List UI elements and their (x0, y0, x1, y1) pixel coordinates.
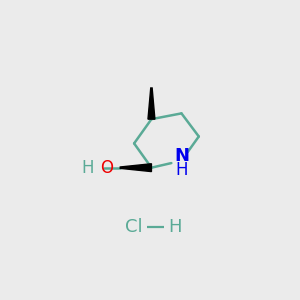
Text: H: H (168, 218, 181, 236)
Polygon shape (120, 164, 152, 172)
Text: O: O (100, 159, 113, 177)
Polygon shape (148, 88, 155, 119)
Text: H: H (175, 161, 188, 179)
Text: H: H (82, 159, 94, 177)
Text: N: N (174, 147, 189, 165)
Text: Cl: Cl (125, 218, 143, 236)
